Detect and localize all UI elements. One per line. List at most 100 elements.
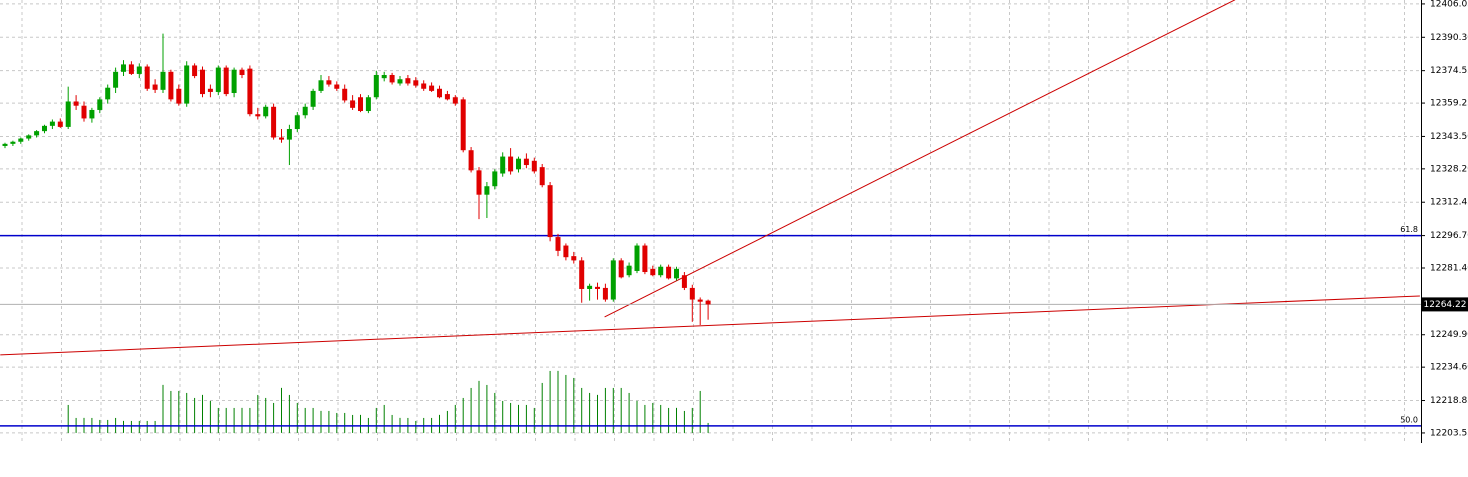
- candle-body: [500, 156, 506, 174]
- y-tick-label: 12234.60: [1430, 363, 1468, 373]
- candle-body: [26, 135, 32, 139]
- candle-body: [555, 237, 561, 251]
- y-tick-label: 12374.55: [1430, 66, 1468, 76]
- candle-body: [231, 69, 237, 94]
- candle-body: [326, 80, 332, 85]
- candle-body: [128, 64, 134, 74]
- candle-body: [689, 287, 695, 300]
- candle-body: [508, 156, 514, 172]
- candle-body: [674, 268, 679, 279]
- candle-body: [389, 74, 395, 83]
- candle-body: [681, 275, 687, 288]
- level-label: 61.8: [1400, 225, 1418, 234]
- candle-body: [405, 78, 411, 84]
- candle-body: [279, 137, 284, 140]
- candle-body: [294, 115, 300, 130]
- candle-body: [413, 80, 419, 86]
- candle-body: [113, 71, 119, 88]
- candle-body: [81, 105, 87, 119]
- candle-body: [192, 65, 198, 77]
- candle-body: [634, 245, 640, 271]
- y-tick-label: 12406.05: [1430, 0, 1468, 9]
- level-label: 50.0: [1400, 415, 1418, 424]
- candle-body: [595, 286, 600, 289]
- trend-line: [604, 0, 1236, 318]
- candle-body: [97, 99, 103, 110]
- y-tick-label: 12312.45: [1430, 198, 1468, 208]
- candle-body: [452, 97, 458, 104]
- candle-body: [579, 260, 585, 289]
- candle-body: [350, 100, 356, 108]
- candle-body: [121, 64, 126, 72]
- candle-body: [429, 85, 435, 91]
- candle-body: [89, 109, 95, 119]
- candle-body: [73, 101, 79, 106]
- y-tick-label: 12296.70: [1430, 231, 1468, 241]
- candle-body: [666, 266, 672, 279]
- candle-body: [421, 83, 427, 89]
- candle-body: [373, 74, 379, 98]
- candle-body: [460, 99, 466, 151]
- candle-body: [492, 171, 498, 187]
- candle-body: [397, 79, 403, 84]
- candle-body: [207, 88, 213, 92]
- candle-body: [571, 256, 577, 261]
- candle-body: [531, 160, 537, 172]
- candle-body: [547, 185, 553, 238]
- candle-body: [18, 138, 24, 142]
- trend-line: [0, 295, 1420, 356]
- candle-body: [365, 97, 371, 112]
- candle-body: [444, 94, 450, 100]
- candle-body: [34, 131, 40, 136]
- candle-body: [587, 285, 593, 289]
- candle-body: [437, 88, 442, 98]
- candle-body: [239, 69, 245, 75]
- current-price-label: 12264.22: [1424, 300, 1467, 310]
- candle-body: [310, 90, 316, 107]
- current-price-box: [1422, 297, 1468, 312]
- y-tick-label: 12249.90: [1430, 330, 1468, 340]
- candle-body: [223, 67, 229, 95]
- candle-body: [152, 84, 158, 90]
- candle-body: [602, 287, 608, 300]
- candle-body: [263, 106, 269, 117]
- candle-body: [484, 186, 490, 195]
- candle-body: [215, 67, 221, 92]
- candle-body: [650, 268, 656, 276]
- candle-body: [136, 66, 142, 74]
- candle-body: [618, 260, 624, 278]
- y-tick-label: 12218.85: [1430, 396, 1468, 406]
- candle-body: [144, 66, 150, 89]
- candle-body: [610, 260, 616, 300]
- candle-body: [65, 101, 71, 127]
- candle-body: [176, 88, 182, 104]
- candle-body: [563, 245, 569, 258]
- candle-body: [342, 88, 348, 101]
- candle-body: [381, 74, 387, 79]
- candle-body: [302, 106, 308, 116]
- candle-body: [105, 87, 111, 100]
- candle-body: [10, 141, 16, 144]
- candle-body: [271, 106, 277, 138]
- candle-body: [334, 84, 340, 89]
- y-tick-label: 12343.50: [1430, 132, 1468, 142]
- candle-body: [286, 129, 292, 140]
- candle-body: [658, 266, 664, 276]
- candle-body: [523, 158, 529, 166]
- candle-body: [49, 121, 55, 126]
- candle-body: [184, 65, 190, 104]
- time-grid: [21, 0, 1405, 443]
- candle-body: [247, 68, 253, 115]
- candle-body: [255, 114, 261, 117]
- y-tick-label: 12390.30: [1430, 33, 1468, 43]
- candle-body: [2, 143, 8, 146]
- y-tick-label: 12281.40: [1430, 264, 1468, 274]
- y-tick-label: 12359.25: [1430, 99, 1468, 109]
- plot-area: [0, 0, 1421, 433]
- candle-body: [697, 299, 703, 302]
- y-tick-label: 12328.20: [1430, 164, 1468, 174]
- candle-body: [642, 245, 648, 273]
- candle-body: [168, 71, 174, 100]
- candle-body: [539, 167, 545, 186]
